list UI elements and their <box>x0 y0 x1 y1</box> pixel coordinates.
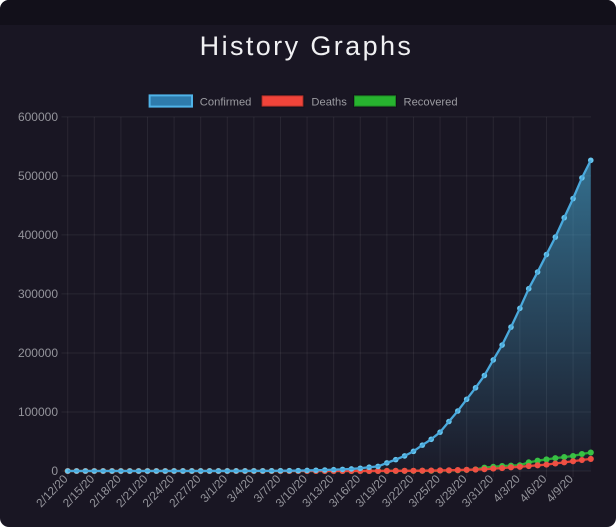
svg-text:Recovered: Recovered <box>404 97 458 109</box>
svg-text:Deaths: Deaths <box>311 97 347 109</box>
svg-text:200000: 200000 <box>18 346 58 360</box>
svg-text:History Graphs: History Graphs <box>200 31 414 61</box>
svg-text:500000: 500000 <box>18 169 58 183</box>
svg-text:100000: 100000 <box>18 405 58 419</box>
svg-text:Confirmed: Confirmed <box>200 97 252 109</box>
svg-text:400000: 400000 <box>18 228 58 242</box>
svg-text:0: 0 <box>51 464 58 478</box>
svg-text:300000: 300000 <box>18 287 58 301</box>
svg-text:600000: 600000 <box>18 110 58 124</box>
